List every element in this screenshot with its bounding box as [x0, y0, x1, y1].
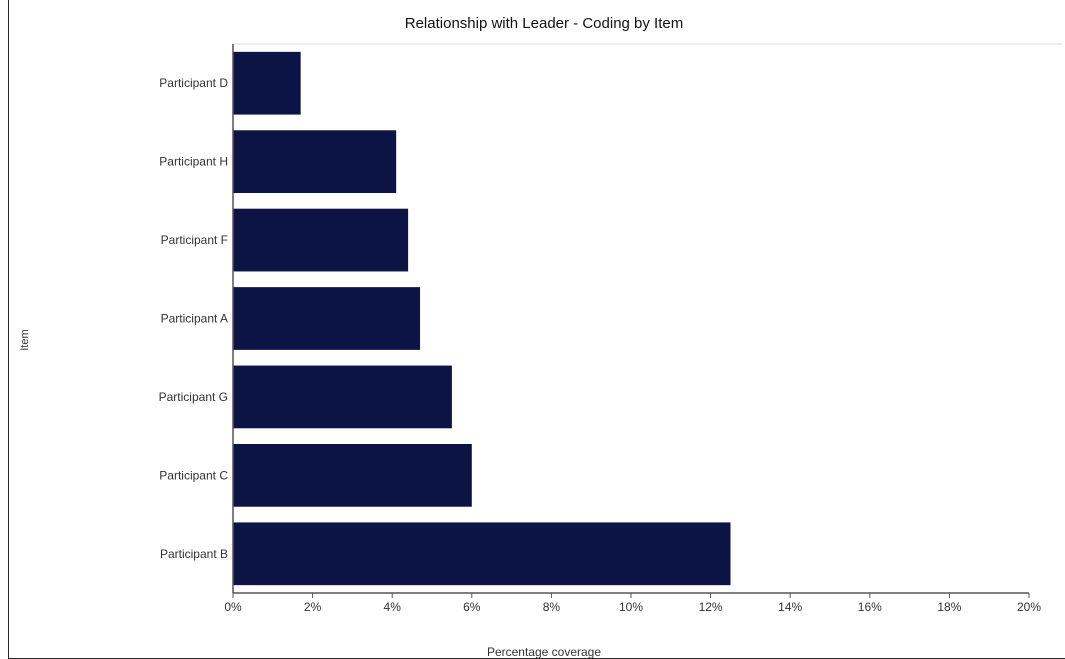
bars-group — [233, 51, 731, 586]
chart-title: Relationship with Leader - Coding by Ite… — [405, 15, 683, 32]
x-tick-label: 12% — [699, 600, 723, 614]
x-tick-label: 10% — [619, 600, 643, 614]
x-tick-label: 20% — [1017, 600, 1041, 614]
x-tick-label: 16% — [858, 600, 882, 614]
bar-participant-g — [233, 365, 452, 429]
category-label: Participant G — [159, 390, 228, 404]
category-label: Participant A — [161, 312, 228, 326]
category-label: Participant C — [159, 468, 228, 482]
bar-participant-d — [233, 51, 301, 115]
x-tick-label: 6% — [463, 600, 481, 614]
y-axis-title: Item — [19, 329, 31, 350]
x-axis-ticks: 0% 2% 4% 6% 8% 10% 12% 14% 16% 18% 20% — [224, 593, 1041, 614]
bar-participant-a — [233, 287, 421, 350]
x-tick-label: 4% — [384, 600, 402, 614]
x-tick-label: 14% — [778, 600, 802, 614]
category-label: Participant F — [161, 233, 228, 247]
category-label: Participant D — [159, 76, 228, 90]
category-label: Participant H — [159, 155, 228, 169]
x-tick-label: 8% — [543, 600, 561, 614]
category-label: Participant B — [160, 547, 228, 561]
bar-participant-b — [233, 522, 731, 586]
category-labels: Participant D Participant H Participant F P… — [159, 76, 229, 561]
bar-participant-h — [233, 130, 397, 194]
x-axis-title: Percentage coverage — [487, 645, 601, 659]
x-tick-label: 2% — [304, 600, 322, 614]
x-tick-label: 0% — [224, 600, 242, 614]
bar-participant-f — [233, 208, 409, 272]
x-tick-label: 18% — [937, 600, 961, 614]
bar-participant-c — [233, 443, 472, 507]
